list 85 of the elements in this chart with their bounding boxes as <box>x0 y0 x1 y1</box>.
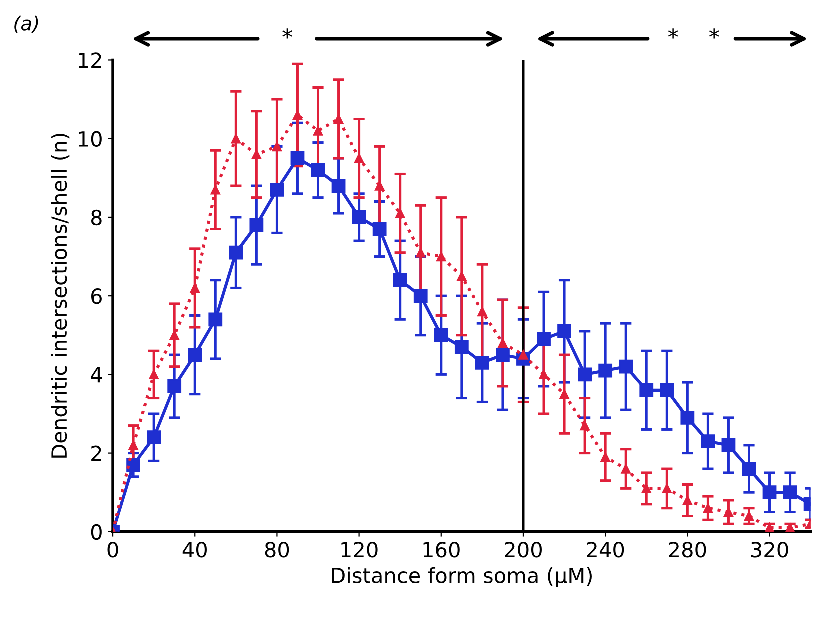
point <box>640 383 654 398</box>
y-tick-label: 12 <box>79 52 102 68</box>
point <box>578 368 592 382</box>
point <box>475 356 490 370</box>
y-tick-label: 8 <box>91 210 102 226</box>
x-tick-label: 120 <box>342 542 378 558</box>
point <box>701 434 716 448</box>
y-axis-title: Dendritic intersections/shell (n) <box>51 134 70 458</box>
point <box>539 370 549 380</box>
point <box>621 464 631 474</box>
point <box>660 383 674 398</box>
point <box>332 179 346 193</box>
x-tick-label: 200 <box>505 542 542 558</box>
point <box>210 185 220 195</box>
point <box>478 306 488 317</box>
x-tick-label: 80 <box>265 542 290 558</box>
x-tick-label: 40 <box>182 542 207 558</box>
point <box>560 389 570 400</box>
point <box>188 348 202 362</box>
point <box>393 273 408 288</box>
point <box>742 462 756 476</box>
point <box>128 440 138 450</box>
point <box>703 503 714 514</box>
point <box>764 523 775 532</box>
point <box>722 438 736 452</box>
point <box>600 452 610 462</box>
point <box>292 110 303 120</box>
x-tick-label: 160 <box>424 542 460 558</box>
point <box>496 348 510 362</box>
point <box>498 338 508 348</box>
point <box>436 252 446 262</box>
point <box>454 340 469 354</box>
point <box>190 283 200 294</box>
point <box>334 114 344 124</box>
point <box>168 380 182 394</box>
point <box>558 324 572 338</box>
text: * <box>668 28 678 39</box>
point <box>662 484 672 494</box>
point <box>313 126 324 136</box>
point <box>783 486 798 500</box>
point <box>457 272 467 282</box>
y-tick-label: 4 <box>91 367 102 383</box>
point <box>250 218 264 232</box>
point <box>762 486 777 500</box>
text: (a) <box>14 16 38 34</box>
x-tick-label: 0 <box>108 542 118 558</box>
point <box>374 181 385 191</box>
point <box>149 370 159 380</box>
point <box>229 246 244 260</box>
point <box>682 496 693 506</box>
point <box>252 150 262 160</box>
y-tick-label: 10 <box>79 131 102 148</box>
x-tick-label: 280 <box>669 542 706 558</box>
point <box>126 458 140 472</box>
x-axis-title: Distance form soma (μM) <box>332 567 592 588</box>
point <box>290 152 305 166</box>
text: * <box>282 28 292 39</box>
y-tick-label: 0 <box>91 524 102 540</box>
point <box>724 507 734 518</box>
point <box>372 222 387 236</box>
point <box>619 360 634 374</box>
point <box>395 208 406 218</box>
point <box>785 523 796 532</box>
point <box>580 420 590 431</box>
point <box>352 210 366 224</box>
point <box>414 289 428 304</box>
point <box>147 430 162 445</box>
point <box>208 312 223 327</box>
point <box>354 154 364 164</box>
point <box>537 332 551 346</box>
point <box>270 183 284 197</box>
point <box>170 330 180 340</box>
y-tick-label: 6 <box>92 288 102 304</box>
point <box>642 484 652 494</box>
y-tick-label: 2 <box>92 446 102 462</box>
point <box>231 134 242 144</box>
point <box>311 163 326 178</box>
point <box>416 248 426 258</box>
x-tick-label: 320 <box>751 542 788 558</box>
point <box>272 142 282 152</box>
text: * <box>709 28 720 39</box>
point <box>598 364 613 378</box>
point <box>434 328 448 342</box>
point <box>680 410 695 425</box>
x-tick-label: 240 <box>587 542 624 558</box>
